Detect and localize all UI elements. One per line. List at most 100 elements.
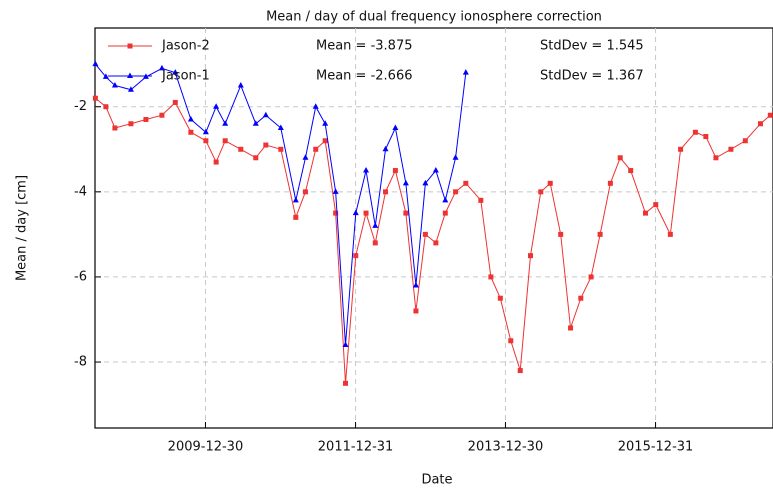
marker bbox=[158, 64, 165, 71]
marker bbox=[127, 86, 134, 92]
marker bbox=[278, 146, 284, 152]
marker bbox=[213, 159, 219, 165]
marker bbox=[452, 154, 459, 160]
marker bbox=[402, 179, 409, 186]
marker bbox=[187, 115, 194, 122]
marker bbox=[372, 240, 378, 246]
marker bbox=[128, 121, 134, 127]
marker bbox=[237, 81, 244, 88]
marker bbox=[547, 180, 553, 186]
marker bbox=[703, 134, 709, 140]
marker bbox=[363, 167, 370, 173]
marker bbox=[558, 231, 564, 237]
marker bbox=[508, 338, 514, 344]
marker bbox=[462, 69, 469, 75]
marker bbox=[517, 368, 523, 374]
marker bbox=[433, 240, 439, 246]
marker bbox=[488, 274, 494, 280]
marker bbox=[238, 146, 244, 152]
marker bbox=[252, 120, 259, 126]
marker bbox=[628, 168, 634, 174]
marker bbox=[497, 295, 503, 301]
marker bbox=[159, 112, 165, 118]
marker bbox=[103, 104, 109, 110]
marker bbox=[383, 189, 389, 195]
series-line bbox=[95, 97, 771, 384]
marker bbox=[538, 189, 544, 195]
marker bbox=[352, 209, 359, 216]
x-tick-label: 2013-12-30 bbox=[468, 440, 544, 455]
marker bbox=[363, 210, 369, 216]
marker bbox=[342, 341, 349, 348]
marker bbox=[728, 146, 734, 152]
marker bbox=[92, 95, 98, 101]
marker bbox=[322, 138, 328, 144]
marker bbox=[332, 188, 339, 194]
marker bbox=[597, 231, 603, 237]
marker bbox=[757, 121, 763, 127]
y-tick-label: -6 bbox=[74, 269, 87, 284]
marker bbox=[302, 154, 309, 160]
marker bbox=[263, 142, 269, 148]
marker bbox=[262, 111, 269, 118]
marker bbox=[422, 179, 429, 186]
marker bbox=[478, 197, 484, 203]
legend-label: Jason-2 bbox=[161, 39, 210, 54]
marker bbox=[322, 120, 329, 126]
marker bbox=[678, 146, 684, 152]
marker bbox=[127, 72, 133, 78]
annotation: StdDev = 1.367 bbox=[540, 69, 644, 84]
marker bbox=[667, 231, 673, 237]
marker bbox=[442, 196, 449, 203]
legend-label: Jason-1 bbox=[161, 69, 210, 84]
marker bbox=[302, 189, 308, 195]
y-tick-label: -2 bbox=[74, 99, 87, 114]
marker bbox=[343, 380, 349, 386]
marker bbox=[412, 281, 419, 288]
marker bbox=[392, 124, 399, 130]
marker bbox=[767, 112, 773, 118]
marker bbox=[607, 180, 613, 186]
marker bbox=[713, 155, 719, 161]
marker bbox=[203, 138, 209, 144]
annotation: Mean = -2.666 bbox=[316, 69, 412, 84]
chart-title: Mean / day of dual frequency ionosphere … bbox=[266, 10, 602, 25]
marker bbox=[422, 231, 428, 237]
y-tick-label: -8 bbox=[74, 355, 87, 370]
y-tick-label: -4 bbox=[74, 184, 87, 199]
marker bbox=[742, 138, 748, 144]
marker bbox=[588, 274, 594, 280]
marker bbox=[333, 210, 339, 216]
marker bbox=[463, 180, 469, 186]
marker bbox=[353, 253, 359, 259]
marker bbox=[372, 222, 379, 228]
marker bbox=[692, 129, 698, 135]
marker bbox=[172, 69, 179, 75]
marker bbox=[382, 145, 389, 152]
marker bbox=[413, 308, 419, 314]
marker bbox=[102, 73, 109, 79]
marker bbox=[172, 99, 178, 105]
marker bbox=[92, 60, 99, 67]
marker bbox=[312, 103, 319, 109]
marker bbox=[222, 138, 228, 144]
marker bbox=[653, 202, 659, 208]
marker bbox=[568, 325, 574, 331]
x-tick-label: 2011-12-31 bbox=[318, 440, 394, 455]
annotation: Mean = -3.875 bbox=[316, 39, 412, 54]
marker bbox=[253, 155, 259, 161]
marker bbox=[277, 124, 284, 130]
marker bbox=[111, 81, 118, 88]
marker bbox=[202, 128, 209, 135]
marker bbox=[292, 196, 299, 203]
marker bbox=[112, 125, 118, 131]
marker bbox=[313, 146, 319, 152]
marker bbox=[642, 210, 648, 216]
marker bbox=[578, 295, 584, 301]
marker bbox=[432, 167, 439, 173]
marker bbox=[453, 189, 459, 195]
annotation: StdDev = 1.545 bbox=[540, 39, 644, 54]
marker bbox=[392, 168, 398, 174]
